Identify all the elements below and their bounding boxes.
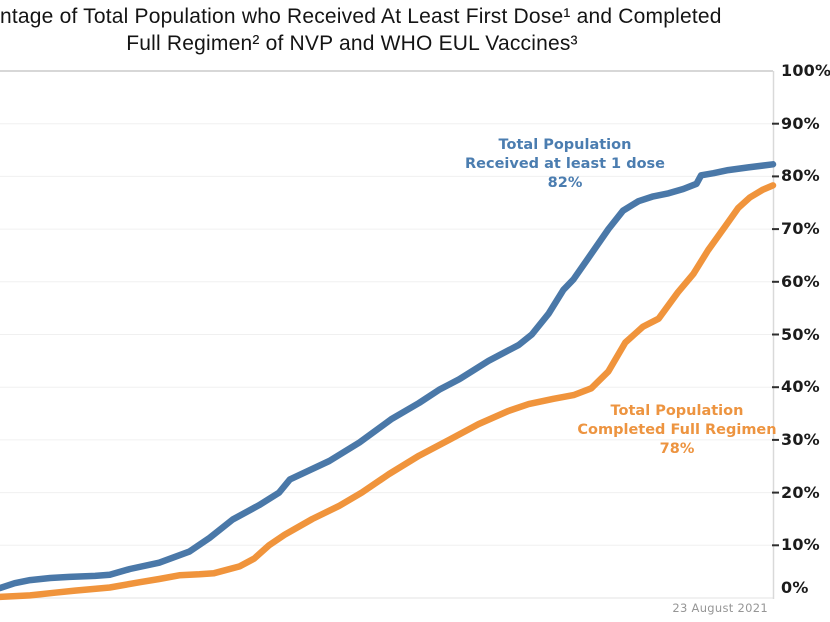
annotation-full-regimen: Total Population Completed Full Regimen … — [557, 402, 797, 459]
line-first-dose — [0, 161, 777, 592]
annotation-full-regimen-line1: Total Population — [610, 403, 744, 419]
y-axis-label: 0% — [781, 578, 809, 597]
annotation-first-dose: Total Population Received at least 1 dos… — [445, 136, 685, 193]
y-axis-label: 20% — [781, 482, 820, 502]
annotation-full-regimen-value: 78% — [659, 441, 695, 457]
annotation-first-dose-value: 82% — [547, 175, 583, 191]
chart-title-line2: Full Regimen² of NVP and WHO EUL Vaccine… — [126, 32, 578, 55]
as-of-date: 23 August 2021 — [672, 601, 768, 615]
chart-title-line1: ntage of Total Population who Received A… — [0, 5, 722, 28]
y-axis-label: 60% — [781, 271, 820, 291]
y-axis-label: 100% — [781, 61, 830, 80]
y-axis-label: 10% — [781, 535, 820, 555]
annotation-first-dose-line1: Total Population — [498, 137, 632, 153]
y-axis-label: 90% — [781, 113, 820, 133]
y-axis-label: 30% — [781, 429, 820, 449]
y-axis-label: 70% — [781, 219, 820, 239]
y-axis-label: 50% — [781, 324, 820, 344]
annotation-full-regimen-line2: Completed Full Regimen — [577, 422, 777, 438]
y-axis-label: 40% — [781, 377, 820, 397]
annotation-first-dose-line2: Received at least 1 dose — [464, 156, 666, 172]
y-axis-label: 80% — [781, 166, 820, 186]
line-full-regimen — [0, 182, 777, 601]
